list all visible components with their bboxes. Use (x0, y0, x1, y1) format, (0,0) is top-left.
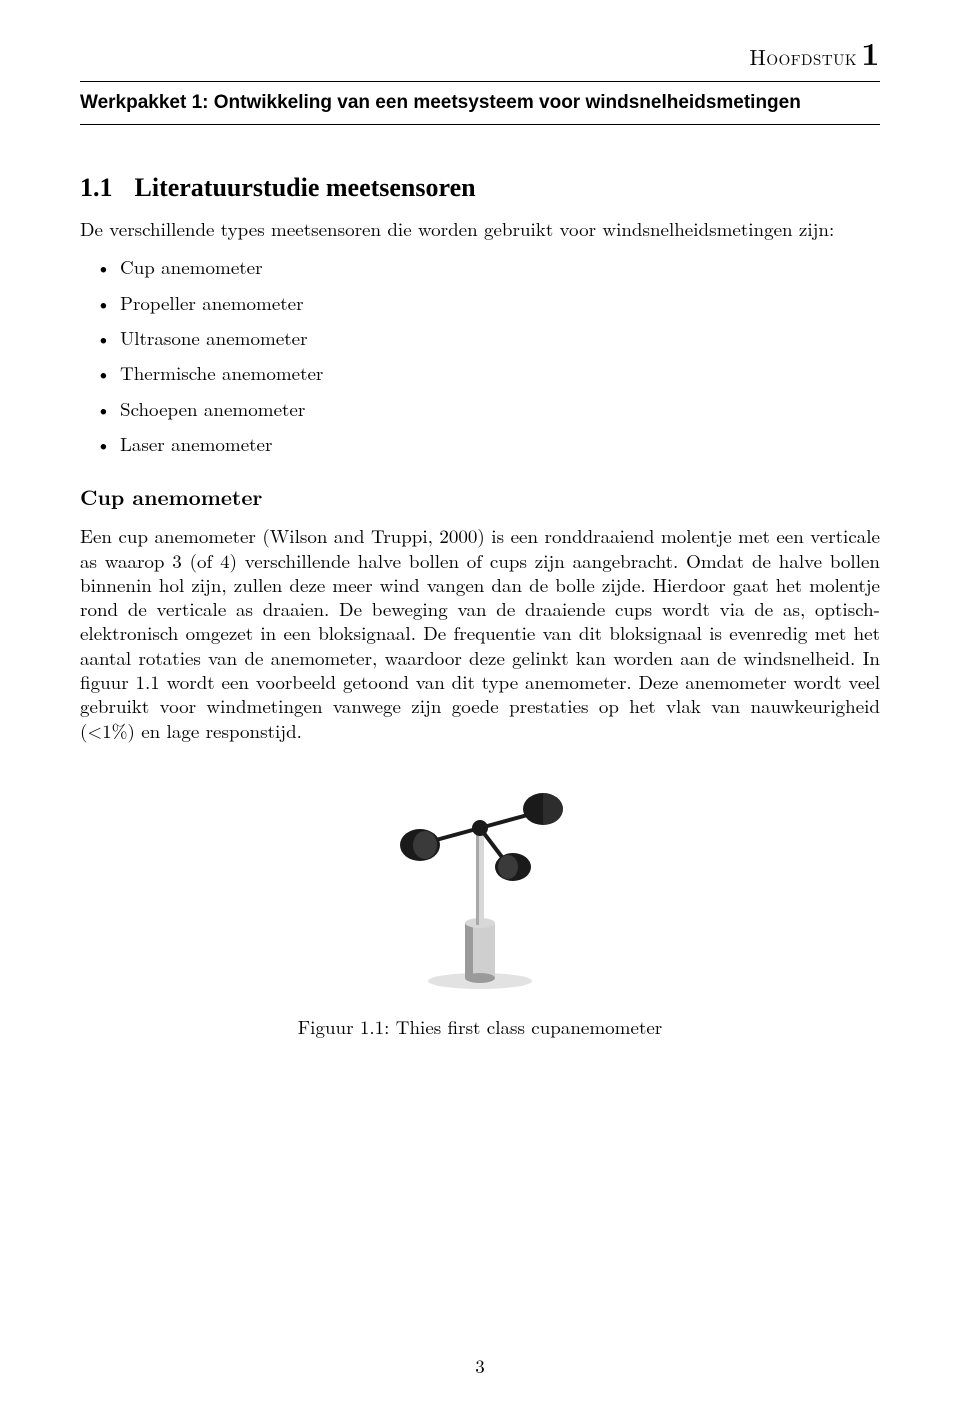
chapter-label-prefix: Hoofdstuk (749, 41, 857, 72)
subsection-heading: Cup anemometer (80, 482, 880, 512)
section-intro: De verschillende types meetsensoren die … (80, 217, 880, 241)
list-item: Cup anemometer (120, 255, 880, 279)
section-number: 1.1 (80, 173, 113, 202)
divider-top (80, 81, 880, 82)
chapter-number: 1 (861, 30, 880, 75)
cup-anemometer-icon (385, 773, 575, 993)
section-title: Literatuurstudie meetsensoren (135, 173, 476, 202)
section-heading: 1.1 Literatuurstudie meetsensoren (80, 173, 880, 203)
chapter-label: Hoofdstuk1 (80, 30, 880, 75)
page-number: 3 (0, 1352, 960, 1379)
chapter-title: Werkpakket 1: Ontwikkeling van een meets… (80, 92, 880, 114)
list-item: Propeller anemometer (120, 291, 880, 315)
figure-caption: Figuur 1.1: Thies first class cupanemome… (80, 1013, 880, 1040)
list-item: Laser anemometer (120, 432, 880, 456)
sensor-list: Cup anemometer Propeller anemometer Ultr… (80, 255, 880, 456)
figure: Figuur 1.1: Thies first class cupanemome… (80, 773, 880, 1040)
subsection-body: Een cup anemometer (Wilson and Truppi, 2… (80, 524, 880, 743)
list-item: Thermische anemometer (120, 361, 880, 385)
list-item: Schoepen anemometer (120, 397, 880, 421)
divider-bottom (80, 124, 880, 125)
list-item: Ultrasone anemometer (120, 326, 880, 350)
